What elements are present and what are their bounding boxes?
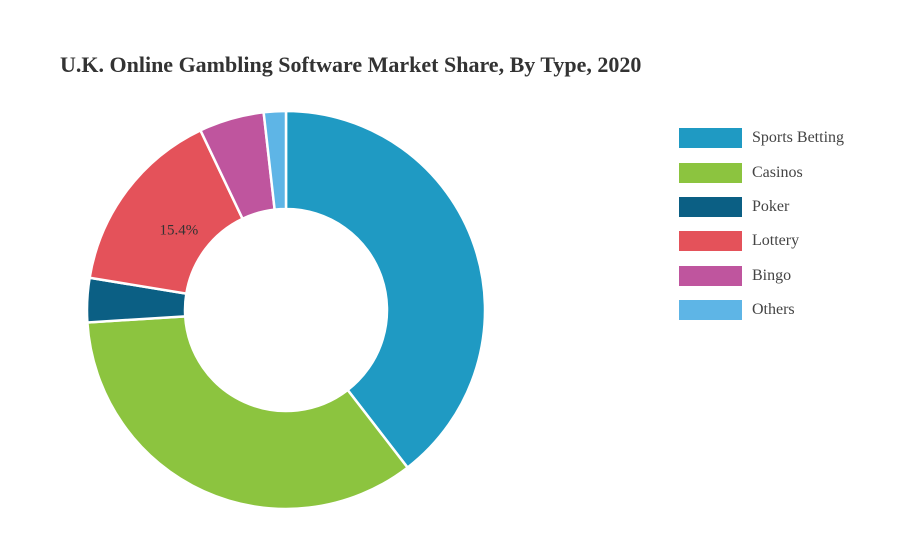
chart-legend: Sports Betting Casinos Poker Lottery Bingo Ot… <box>679 121 899 327</box>
legend-label: Poker <box>752 197 790 215</box>
slice-lottery <box>88 129 244 295</box>
legend-swatch <box>679 196 742 217</box>
legend-item-casinos[interactable]: Casinos <box>679 155 899 189</box>
legend-item-bingo[interactable]: Bingo <box>679 259 899 293</box>
chart-title: U.K. Online Gambling Software Market Sha… <box>60 52 642 77</box>
legend-label: Others <box>752 301 795 319</box>
legend-item-sports-betting[interactable]: Sports Betting <box>679 121 899 155</box>
slice-others <box>262 109 288 211</box>
legend-label: Sports Betting <box>752 129 845 147</box>
legend-label: Casinos <box>752 163 803 181</box>
legend-swatch <box>679 128 742 149</box>
legend-swatch <box>679 300 742 321</box>
legend-swatch <box>679 231 742 252</box>
legend-item-lottery[interactable]: Lottery <box>679 224 899 258</box>
data-label-lottery: 15.4% <box>160 222 199 238</box>
legend-swatch <box>679 265 742 286</box>
slice-casinos <box>86 315 409 511</box>
legend-label: Bingo <box>752 266 792 284</box>
legend-swatch <box>679 162 742 183</box>
slice-sports-betting <box>284 109 487 469</box>
legend-item-poker[interactable]: Poker <box>679 190 899 224</box>
legend-label: Lottery <box>752 232 800 250</box>
legend-item-others[interactable]: Others <box>679 293 899 327</box>
